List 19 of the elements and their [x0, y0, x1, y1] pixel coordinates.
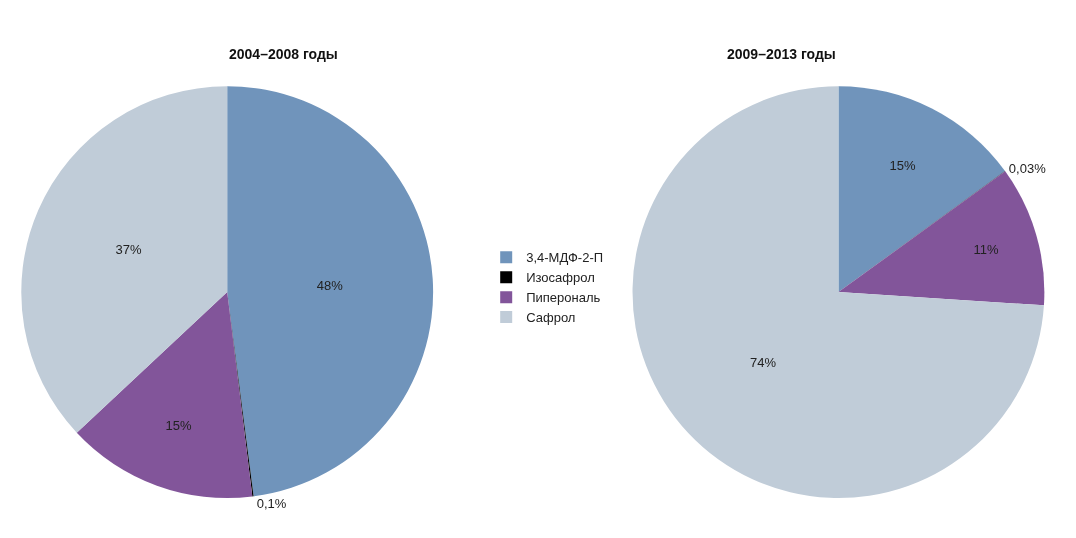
pie-slice	[838, 86, 1005, 293]
data-label: 0,03%	[1008, 161, 1047, 177]
pie-slice	[76, 292, 253, 498]
legend-label: Сафрол	[526, 310, 576, 326]
data-label: 0,1%	[256, 496, 287, 512]
data-label: 74%	[750, 355, 777, 371]
data-label: 48%	[316, 277, 344, 293]
legend-label: Изосафрол	[526, 270, 595, 286]
legend-label: 3,4-МДФ-2-П	[526, 250, 604, 266]
data-label: 11%	[973, 241, 999, 257]
pie-slice	[21, 86, 228, 433]
legend-label: Пиперональ	[526, 290, 601, 306]
data-label: 15%	[889, 158, 916, 174]
data-label: 15%	[165, 417, 193, 433]
pie-slice	[632, 86, 1044, 498]
chart-title: 2009–2013 годы	[727, 46, 836, 62]
chart-title: 2004–2008 годы	[229, 46, 338, 62]
pie-slice	[227, 86, 433, 497]
data-label: 37%	[115, 241, 142, 257]
